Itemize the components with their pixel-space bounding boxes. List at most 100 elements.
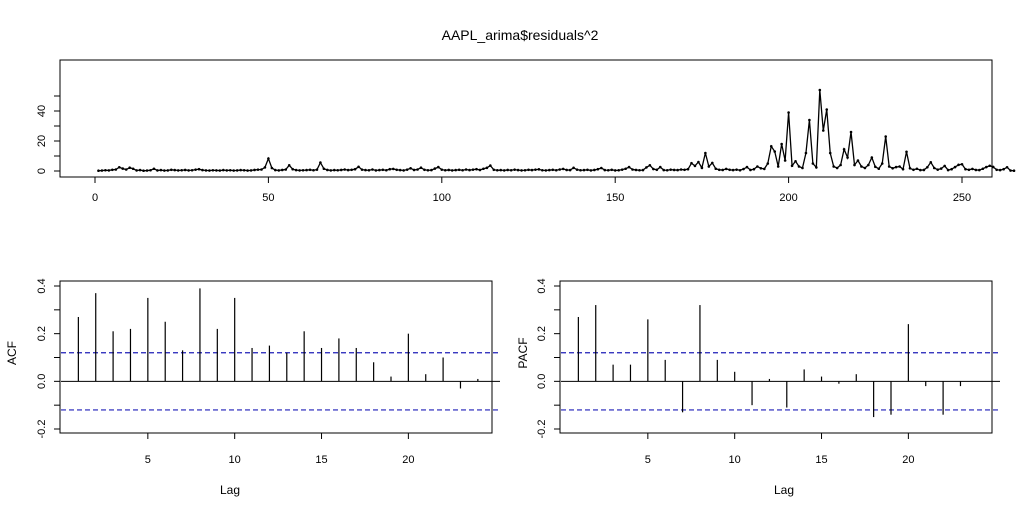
data-point: [880, 162, 884, 165]
data-point: [714, 167, 718, 171]
data-point: [957, 163, 960, 167]
data-point: [277, 169, 281, 172]
data-point: [111, 168, 114, 172]
data-point: [738, 168, 742, 172]
data-point: [201, 168, 204, 172]
data-point: [388, 167, 392, 171]
y-tick-label: 40: [36, 105, 48, 117]
data-point: [863, 166, 867, 170]
data-point: [818, 88, 822, 92]
data-point: [943, 164, 946, 168]
plot-frame-acf: [59, 280, 493, 434]
data-point: [430, 168, 433, 172]
data-point: [759, 167, 763, 170]
data-point: [929, 161, 933, 164]
x-tick-label: 20: [902, 454, 914, 466]
x-tick-label: 5: [645, 454, 651, 466]
data-point: [246, 169, 249, 172]
data-point: [405, 168, 409, 171]
data-point: [887, 165, 891, 168]
data-point: [745, 165, 749, 169]
data-point: [773, 150, 777, 153]
data-point: [721, 168, 725, 172]
data-point: [339, 168, 343, 172]
data-point: [586, 168, 589, 172]
data-point: [735, 168, 738, 171]
data-point: [967, 168, 971, 172]
data-point: [860, 165, 863, 168]
data-point: [253, 168, 256, 172]
data-point: [274, 168, 277, 172]
data-point: [842, 147, 846, 151]
data-point: [742, 167, 745, 171]
data-point: [707, 165, 711, 168]
data-point: [579, 168, 582, 172]
data-point: [884, 135, 887, 138]
data-point: [194, 168, 197, 171]
data-point: [138, 168, 142, 172]
pacf-bars: [577, 305, 962, 418]
data-point: [769, 144, 773, 148]
data-point: [780, 142, 783, 146]
data-point: [825, 108, 829, 111]
data-point: [208, 169, 211, 172]
data-point: [305, 168, 308, 172]
data-point: [811, 162, 815, 165]
data-point: [766, 162, 770, 165]
data-point: [437, 165, 440, 169]
data-point: [950, 167, 953, 171]
data-point: [541, 168, 544, 172]
data-point: [1009, 169, 1012, 172]
pacf-ylabel: PACF: [516, 337, 530, 368]
data-point: [215, 169, 218, 172]
data-point: [239, 168, 242, 172]
acf-bars: [77, 288, 479, 389]
data-point: [856, 159, 860, 162]
data-point: [978, 168, 981, 172]
data-point: [846, 156, 849, 159]
data-point: [981, 167, 985, 171]
data-point: [932, 166, 936, 170]
data-point: [104, 168, 107, 172]
data-point: [218, 169, 222, 172]
data-point: [832, 165, 835, 168]
data-point: [346, 168, 350, 172]
x-tick-label: 50: [262, 192, 274, 204]
y-tick-label: -0.2: [36, 420, 48, 439]
data-point: [357, 165, 360, 169]
data-point: [163, 169, 166, 172]
data-point: [374, 169, 378, 172]
data-point: [790, 164, 794, 168]
acf-ylabel: ACF: [5, 341, 19, 365]
data-point: [464, 168, 468, 171]
pacf-xlabel: Lag: [774, 483, 794, 497]
data-point: [815, 166, 818, 169]
data-point: [603, 168, 607, 172]
data-point: [638, 168, 641, 172]
data-point: [874, 165, 877, 169]
data-point: [558, 168, 562, 171]
data-point: [450, 169, 454, 172]
data-point: [204, 169, 208, 172]
x-tick-label: 15: [315, 454, 327, 466]
y-tick-label: -0.2: [536, 420, 548, 439]
data-point: [114, 168, 118, 171]
data-point: [423, 168, 426, 172]
data-point: [679, 168, 683, 171]
x-tick-label: 5: [145, 454, 151, 466]
data-point: [159, 168, 163, 172]
data-point: [898, 165, 901, 168]
data-point: [100, 169, 104, 172]
x-tick-label: 10: [729, 454, 741, 466]
data-point: [180, 168, 183, 172]
x-tick-label: 250: [953, 192, 971, 204]
data-point: [235, 169, 239, 172]
data-point: [964, 167, 967, 171]
data-point: [589, 169, 593, 172]
x-tick-label: 15: [815, 454, 827, 466]
y-tick-label: 0.2: [36, 326, 48, 341]
data-point: [409, 167, 412, 170]
data-point: [513, 168, 516, 171]
data-point: [440, 168, 444, 171]
